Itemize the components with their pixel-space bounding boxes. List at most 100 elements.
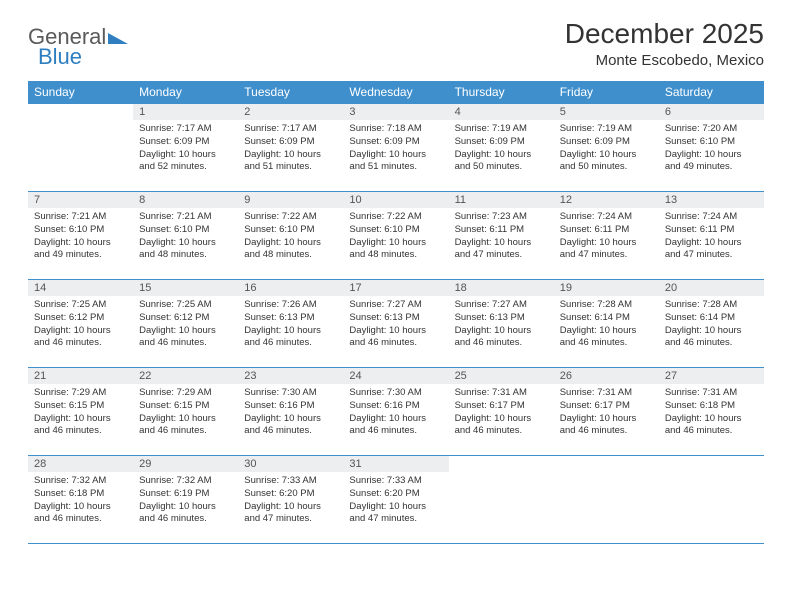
day-details: Sunrise: 7:28 AMSunset: 6:14 PMDaylight:… — [659, 296, 764, 354]
calendar-day-cell: 17Sunrise: 7:27 AMSunset: 6:13 PMDayligh… — [343, 280, 448, 368]
calendar-day-cell: 23Sunrise: 7:30 AMSunset: 6:16 PMDayligh… — [238, 368, 343, 456]
calendar-day-cell: 26Sunrise: 7:31 AMSunset: 6:17 PMDayligh… — [554, 368, 659, 456]
day-number: 31 — [343, 456, 448, 472]
day-number: 21 — [28, 368, 133, 384]
calendar-day-cell: 29Sunrise: 7:32 AMSunset: 6:19 PMDayligh… — [133, 456, 238, 544]
calendar-day-cell — [449, 456, 554, 544]
day-number: 1 — [133, 104, 238, 120]
day-details: Sunrise: 7:29 AMSunset: 6:15 PMDaylight:… — [28, 384, 133, 442]
calendar-day-cell: 9Sunrise: 7:22 AMSunset: 6:10 PMDaylight… — [238, 192, 343, 280]
day-number: 23 — [238, 368, 343, 384]
day-number: 5 — [554, 104, 659, 120]
day-number: 27 — [659, 368, 764, 384]
calendar-day-cell: 25Sunrise: 7:31 AMSunset: 6:17 PMDayligh… — [449, 368, 554, 456]
day-details: Sunrise: 7:22 AMSunset: 6:10 PMDaylight:… — [343, 208, 448, 266]
calendar-day-cell: 27Sunrise: 7:31 AMSunset: 6:18 PMDayligh… — [659, 368, 764, 456]
calendar-day-cell: 11Sunrise: 7:23 AMSunset: 6:11 PMDayligh… — [449, 192, 554, 280]
day-details: Sunrise: 7:22 AMSunset: 6:10 PMDaylight:… — [238, 208, 343, 266]
day-details: Sunrise: 7:21 AMSunset: 6:10 PMDaylight:… — [28, 208, 133, 266]
day-number: 16 — [238, 280, 343, 296]
day-details: Sunrise: 7:33 AMSunset: 6:20 PMDaylight:… — [238, 472, 343, 530]
day-number: 3 — [343, 104, 448, 120]
calendar-day-cell: 13Sunrise: 7:24 AMSunset: 6:11 PMDayligh… — [659, 192, 764, 280]
day-number: 29 — [133, 456, 238, 472]
day-number: 30 — [238, 456, 343, 472]
calendar-day-cell — [554, 456, 659, 544]
weekday-header: Tuesday — [238, 81, 343, 104]
weekday-header-row: SundayMondayTuesdayWednesdayThursdayFrid… — [28, 81, 764, 104]
calendar-day-cell: 19Sunrise: 7:28 AMSunset: 6:14 PMDayligh… — [554, 280, 659, 368]
day-details: Sunrise: 7:33 AMSunset: 6:20 PMDaylight:… — [343, 472, 448, 530]
calendar-day-cell: 1Sunrise: 7:17 AMSunset: 6:09 PMDaylight… — [133, 104, 238, 192]
calendar-day-cell: 14Sunrise: 7:25 AMSunset: 6:12 PMDayligh… — [28, 280, 133, 368]
calendar-day-cell: 16Sunrise: 7:26 AMSunset: 6:13 PMDayligh… — [238, 280, 343, 368]
day-number: 25 — [449, 368, 554, 384]
day-details: Sunrise: 7:30 AMSunset: 6:16 PMDaylight:… — [343, 384, 448, 442]
day-details: Sunrise: 7:29 AMSunset: 6:15 PMDaylight:… — [133, 384, 238, 442]
day-details: Sunrise: 7:24 AMSunset: 6:11 PMDaylight:… — [554, 208, 659, 266]
weekday-header: Sunday — [28, 81, 133, 104]
weekday-header: Saturday — [659, 81, 764, 104]
day-details: Sunrise: 7:26 AMSunset: 6:13 PMDaylight:… — [238, 296, 343, 354]
calendar-day-cell: 15Sunrise: 7:25 AMSunset: 6:12 PMDayligh… — [133, 280, 238, 368]
day-details: Sunrise: 7:32 AMSunset: 6:19 PMDaylight:… — [133, 472, 238, 530]
day-number: 17 — [343, 280, 448, 296]
day-details: Sunrise: 7:30 AMSunset: 6:16 PMDaylight:… — [238, 384, 343, 442]
calendar-day-cell: 18Sunrise: 7:27 AMSunset: 6:13 PMDayligh… — [449, 280, 554, 368]
day-details: Sunrise: 7:17 AMSunset: 6:09 PMDaylight:… — [133, 120, 238, 178]
day-details: Sunrise: 7:23 AMSunset: 6:11 PMDaylight:… — [449, 208, 554, 266]
day-number: 18 — [449, 280, 554, 296]
day-number: 11 — [449, 192, 554, 208]
day-details: Sunrise: 7:24 AMSunset: 6:11 PMDaylight:… — [659, 208, 764, 266]
day-number: 9 — [238, 192, 343, 208]
calendar-day-cell: 30Sunrise: 7:33 AMSunset: 6:20 PMDayligh… — [238, 456, 343, 544]
day-number: 13 — [659, 192, 764, 208]
day-details: Sunrise: 7:32 AMSunset: 6:18 PMDaylight:… — [28, 472, 133, 530]
day-details: Sunrise: 7:19 AMSunset: 6:09 PMDaylight:… — [449, 120, 554, 178]
brand-mark-icon — [108, 33, 128, 44]
day-number: 19 — [554, 280, 659, 296]
day-details: Sunrise: 7:20 AMSunset: 6:10 PMDaylight:… — [659, 120, 764, 178]
day-number: 7 — [28, 192, 133, 208]
calendar-table: SundayMondayTuesdayWednesdayThursdayFrid… — [28, 81, 764, 544]
header: General December 2025 Monte Escobedo, Me… — [28, 18, 764, 69]
calendar-day-cell: 31Sunrise: 7:33 AMSunset: 6:20 PMDayligh… — [343, 456, 448, 544]
day-number: 2 — [238, 104, 343, 120]
calendar-day-cell: 20Sunrise: 7:28 AMSunset: 6:14 PMDayligh… — [659, 280, 764, 368]
weekday-header: Friday — [554, 81, 659, 104]
calendar-day-cell: 24Sunrise: 7:30 AMSunset: 6:16 PMDayligh… — [343, 368, 448, 456]
weekday-header: Monday — [133, 81, 238, 104]
day-details: Sunrise: 7:27 AMSunset: 6:13 PMDaylight:… — [343, 296, 448, 354]
calendar-day-cell — [659, 456, 764, 544]
day-number: 8 — [133, 192, 238, 208]
day-number: 15 — [133, 280, 238, 296]
day-details: Sunrise: 7:17 AMSunset: 6:09 PMDaylight:… — [238, 120, 343, 178]
calendar-day-cell: 2Sunrise: 7:17 AMSunset: 6:09 PMDaylight… — [238, 104, 343, 192]
brand-part2: Blue — [38, 44, 82, 70]
day-details: Sunrise: 7:31 AMSunset: 6:18 PMDaylight:… — [659, 384, 764, 442]
calendar-week-row: 14Sunrise: 7:25 AMSunset: 6:12 PMDayligh… — [28, 280, 764, 368]
calendar-week-row: 21Sunrise: 7:29 AMSunset: 6:15 PMDayligh… — [28, 368, 764, 456]
day-number: 6 — [659, 104, 764, 120]
calendar-day-cell: 5Sunrise: 7:19 AMSunset: 6:09 PMDaylight… — [554, 104, 659, 192]
calendar-week-row: 7Sunrise: 7:21 AMSunset: 6:10 PMDaylight… — [28, 192, 764, 280]
day-number: 28 — [28, 456, 133, 472]
calendar-day-cell: 12Sunrise: 7:24 AMSunset: 6:11 PMDayligh… — [554, 192, 659, 280]
calendar-day-cell: 22Sunrise: 7:29 AMSunset: 6:15 PMDayligh… — [133, 368, 238, 456]
day-details: Sunrise: 7:19 AMSunset: 6:09 PMDaylight:… — [554, 120, 659, 178]
calendar-day-cell: 28Sunrise: 7:32 AMSunset: 6:18 PMDayligh… — [28, 456, 133, 544]
calendar-day-cell: 7Sunrise: 7:21 AMSunset: 6:10 PMDaylight… — [28, 192, 133, 280]
calendar-day-cell: 10Sunrise: 7:22 AMSunset: 6:10 PMDayligh… — [343, 192, 448, 280]
day-details: Sunrise: 7:31 AMSunset: 6:17 PMDaylight:… — [449, 384, 554, 442]
day-number: 20 — [659, 280, 764, 296]
page-title: December 2025 — [565, 18, 764, 50]
calendar-day-cell: 4Sunrise: 7:19 AMSunset: 6:09 PMDaylight… — [449, 104, 554, 192]
day-details: Sunrise: 7:31 AMSunset: 6:17 PMDaylight:… — [554, 384, 659, 442]
calendar-day-cell: 21Sunrise: 7:29 AMSunset: 6:15 PMDayligh… — [28, 368, 133, 456]
day-details: Sunrise: 7:25 AMSunset: 6:12 PMDaylight:… — [133, 296, 238, 354]
day-number: 12 — [554, 192, 659, 208]
day-number: 10 — [343, 192, 448, 208]
day-number: 4 — [449, 104, 554, 120]
calendar-day-cell — [28, 104, 133, 192]
day-number: 22 — [133, 368, 238, 384]
